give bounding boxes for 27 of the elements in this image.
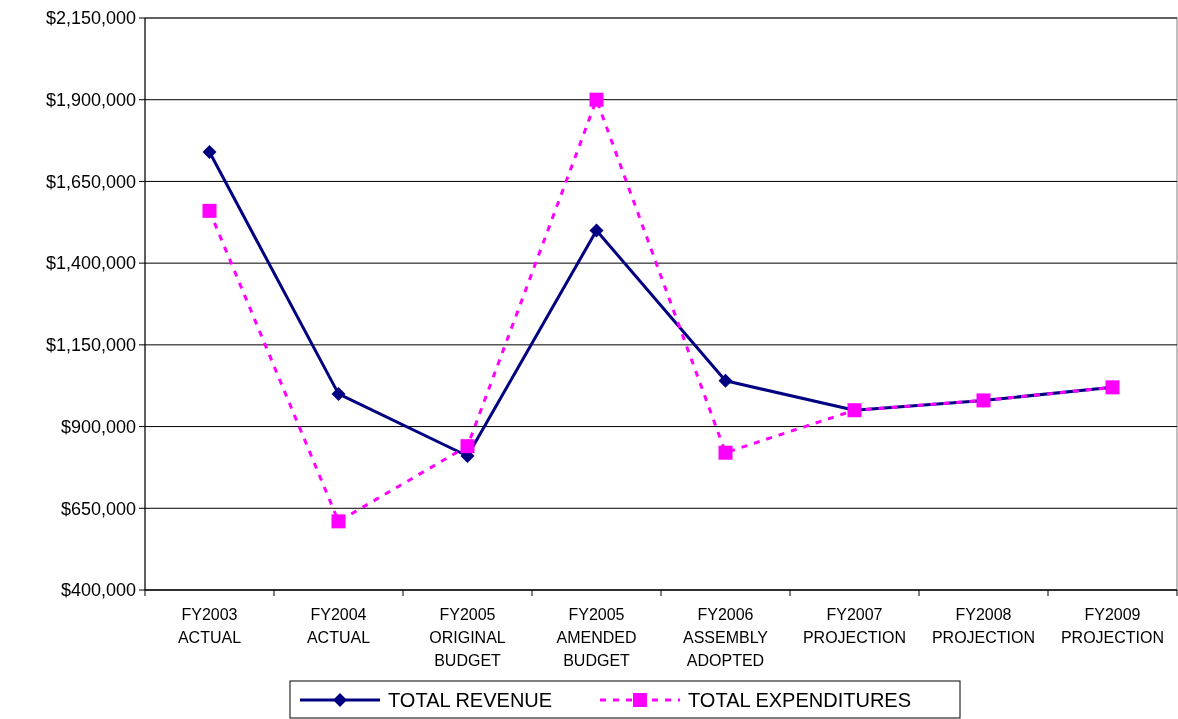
point	[589, 92, 604, 107]
y-tick-label: $1,900,000	[45, 90, 136, 111]
x-tick-label: FY2004 ACTUAL	[306, 606, 371, 646]
y-tick-label: $1,650,000	[45, 171, 136, 192]
y-tick-label: $650,000	[60, 498, 136, 519]
x-tick-label: FY2007 PROJECTION	[802, 606, 907, 646]
y-tick-label: $1,150,000	[45, 335, 136, 356]
y-tick-label: $2,150,000	[45, 8, 136, 29]
legend-label: TOTAL REVENUE	[388, 689, 553, 711]
x-tick-label: FY2008 PROJECTION	[931, 606, 1036, 646]
x-tick-label: FY2006 ASSEMBLY ADOPTED	[682, 606, 769, 669]
x-tick-label: FY2005 AMENDED BUDGET	[556, 606, 637, 669]
y-tick-label: $1,400,000	[45, 253, 136, 274]
point	[460, 439, 475, 454]
x-tick-label: FY2003 ACTUAL	[177, 606, 242, 646]
point	[331, 514, 346, 529]
point	[202, 145, 217, 160]
legend-label: TOTAL EXPENDITURES	[688, 689, 912, 711]
point	[718, 373, 733, 388]
point	[589, 223, 604, 238]
point	[718, 445, 733, 460]
x-tick-label: FY2005 ORIGINAL BUDGET	[429, 606, 506, 669]
y-tick-label: $900,000	[60, 416, 136, 437]
point	[331, 386, 346, 401]
x-tick-label: FY2009 PROJECTION	[1060, 606, 1165, 646]
point	[202, 203, 217, 218]
y-tick-label: $400,000	[60, 580, 136, 601]
